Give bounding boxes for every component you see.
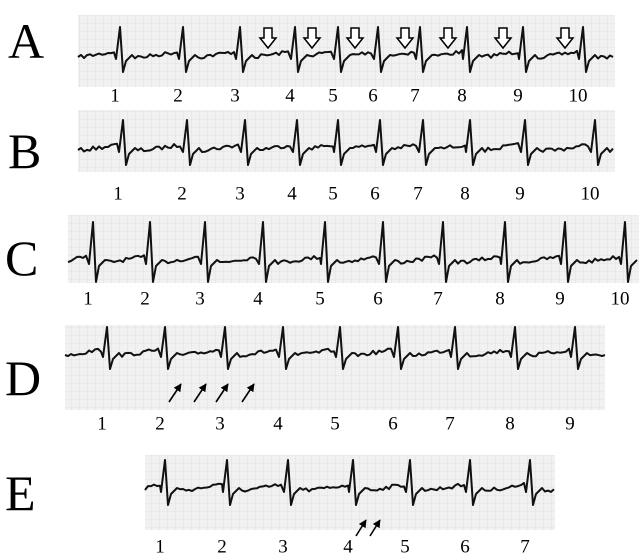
beat-number: 6 [388, 413, 398, 434]
arrow [241, 383, 255, 403]
panel-label: A [8, 13, 44, 69]
beat-number: 8 [505, 413, 515, 434]
beat-number: 1 [155, 536, 165, 555]
ecg-strip [78, 15, 615, 87]
beat-number: 2 [155, 413, 165, 434]
ecg-strip [78, 110, 615, 172]
beat-number: 7 [413, 183, 423, 204]
beat-number: 8 [457, 85, 467, 106]
hollow-arrow [493, 27, 513, 50]
beat-number: 3 [278, 536, 288, 555]
beat-number: 5 [328, 183, 338, 204]
arrow [193, 383, 207, 403]
panel-label: B [8, 123, 41, 179]
arrow [369, 519, 381, 537]
beat-number: 4 [253, 288, 263, 309]
beat-number: 7 [445, 413, 455, 434]
beat-number: 4 [287, 183, 297, 204]
beat-number: 8 [495, 288, 505, 309]
beat-number: 1 [83, 288, 93, 309]
panel-label: C [5, 230, 38, 286]
beat-number: 9 [555, 288, 565, 309]
beat-number: 2 [217, 536, 227, 555]
hollow-arrow [395, 27, 415, 50]
beat-number: 3 [230, 85, 240, 106]
beat-number: 7 [433, 288, 443, 309]
beat-number: 9 [513, 85, 523, 106]
ecg-strip [68, 215, 639, 283]
hollow-arrow [555, 27, 575, 50]
arrow [355, 519, 367, 537]
beat-number: 3 [195, 288, 205, 309]
arrow [168, 383, 182, 403]
ecg-trace [77, 119, 614, 166]
beat-number: 6 [373, 288, 383, 309]
hollow-arrow [438, 27, 458, 50]
arrow [215, 383, 229, 403]
beat-number: 10 [581, 183, 600, 204]
beat-number: 2 [177, 183, 187, 204]
beat-number: 6 [368, 85, 378, 106]
beat-number: 9 [515, 183, 525, 204]
beat-number: 5 [328, 85, 338, 106]
beat-number: 5 [400, 536, 410, 555]
beat-number: 9 [565, 413, 575, 434]
panel-label: D [5, 350, 41, 406]
beat-number: 10 [569, 85, 588, 106]
beat-number: 4 [273, 413, 283, 434]
hollow-arrow [258, 27, 278, 50]
beat-number: 7 [520, 536, 530, 555]
ecg-strip [65, 325, 605, 410]
beat-number: 2 [173, 85, 183, 106]
beat-number: 5 [330, 413, 340, 434]
beat-number: 2 [140, 288, 150, 309]
beat-number: 4 [343, 536, 353, 555]
ecg-strip [145, 455, 555, 530]
beat-number: 1 [113, 183, 123, 204]
beat-number: 1 [97, 413, 107, 434]
beat-number: 7 [410, 85, 420, 106]
beat-number: 6 [370, 183, 380, 204]
beat-number: 10 [611, 288, 630, 309]
beat-number: 5 [315, 288, 325, 309]
beat-number: 1 [110, 85, 120, 106]
panel-label: E [5, 465, 36, 521]
ecg-trace [64, 326, 606, 370]
beat-number: 6 [460, 536, 470, 555]
beat-number: 4 [285, 85, 295, 106]
beat-number: 8 [460, 183, 470, 204]
hollow-arrow [345, 27, 365, 50]
hollow-arrow [302, 27, 322, 50]
ecg-trace [67, 221, 638, 283]
beat-number: 3 [215, 413, 225, 434]
ecg-trace [77, 26, 614, 73]
ecg-trace [144, 459, 555, 506]
beat-number: 3 [235, 183, 245, 204]
